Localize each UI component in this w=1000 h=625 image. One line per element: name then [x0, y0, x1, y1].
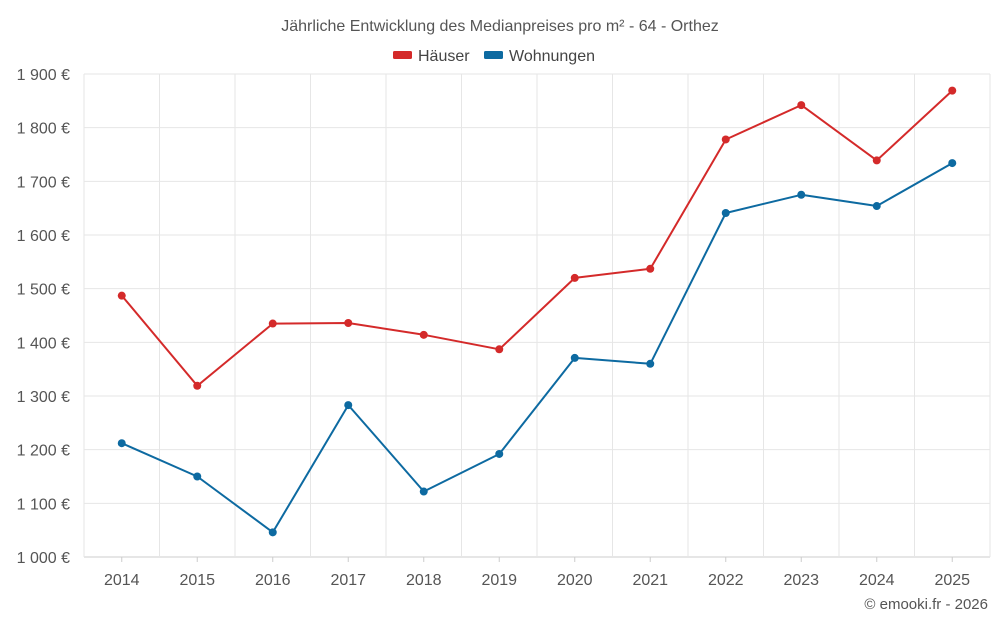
x-tick-label: 2021 [632, 572, 668, 589]
data-point [344, 319, 353, 328]
series-group [117, 86, 957, 537]
y-tick-label: 1 600 € [17, 228, 70, 245]
legend-label: Wohnungen [509, 48, 595, 65]
data-point [721, 208, 730, 217]
data-point [419, 330, 428, 339]
data-point [570, 353, 579, 362]
series-line [121, 162, 953, 534]
data-point [117, 291, 126, 300]
x-tick-label: 2020 [557, 572, 593, 589]
data-point [872, 156, 881, 165]
y-tick-label: 1 900 € [17, 67, 70, 84]
data-point [721, 135, 730, 144]
data-point [268, 528, 277, 537]
data-point [570, 273, 579, 282]
grid [83, 73, 991, 558]
x-tick-label: 2019 [481, 572, 517, 589]
y-axis: 1 000 € 1 100 € 1 200 € 1 300 € 1 400 € 1 500… [17, 67, 70, 567]
y-tick-label: 1 000 € [17, 550, 70, 567]
data-point [344, 401, 353, 410]
y-tick-label: 1 200 € [17, 443, 70, 460]
x-tick-label: 2024 [859, 572, 895, 589]
y-tick-label: 1 800 € [17, 121, 70, 138]
data-point [419, 487, 428, 496]
chart-title: Jährliche Entwicklung des Medianpreises … [281, 18, 719, 35]
data-point [193, 472, 202, 481]
x-tick-label: 2015 [179, 572, 215, 589]
data-point [948, 86, 957, 95]
legend-swatch [484, 51, 503, 59]
data-point [495, 449, 504, 458]
x-tick-label: 2017 [330, 572, 366, 589]
data-point [646, 264, 655, 273]
x-tick-label: 2014 [104, 572, 140, 589]
data-point [117, 439, 126, 448]
x-tick-label: 2025 [934, 572, 970, 589]
y-tick-label: 1 100 € [17, 496, 70, 513]
data-point [495, 345, 504, 354]
series-line [121, 89, 953, 387]
credit-text: © emooki.fr - 2026 [864, 596, 988, 613]
data-point [872, 202, 881, 211]
x-tick-label: 2018 [406, 572, 442, 589]
data-point [797, 190, 806, 199]
legend: Häuser Wohnungen [393, 48, 595, 65]
x-tick-label: 2016 [255, 572, 291, 589]
x-tick-label: 2022 [708, 572, 744, 589]
data-point [948, 159, 957, 168]
x-axis: 2014 2015 2016 2017 2018 2019 2020 2021 2022 2023… [104, 557, 970, 589]
data-point [797, 101, 806, 110]
legend-label: Häuser [418, 48, 470, 65]
y-tick-label: 1 300 € [17, 389, 70, 406]
legend-swatch [393, 51, 412, 59]
y-tick-label: 1 700 € [17, 174, 70, 191]
data-point [268, 319, 277, 328]
data-point [646, 359, 655, 368]
data-point [193, 381, 202, 390]
y-tick-label: 1 500 € [17, 282, 70, 299]
y-tick-label: 1 400 € [17, 335, 70, 352]
x-tick-label: 2023 [783, 572, 819, 589]
